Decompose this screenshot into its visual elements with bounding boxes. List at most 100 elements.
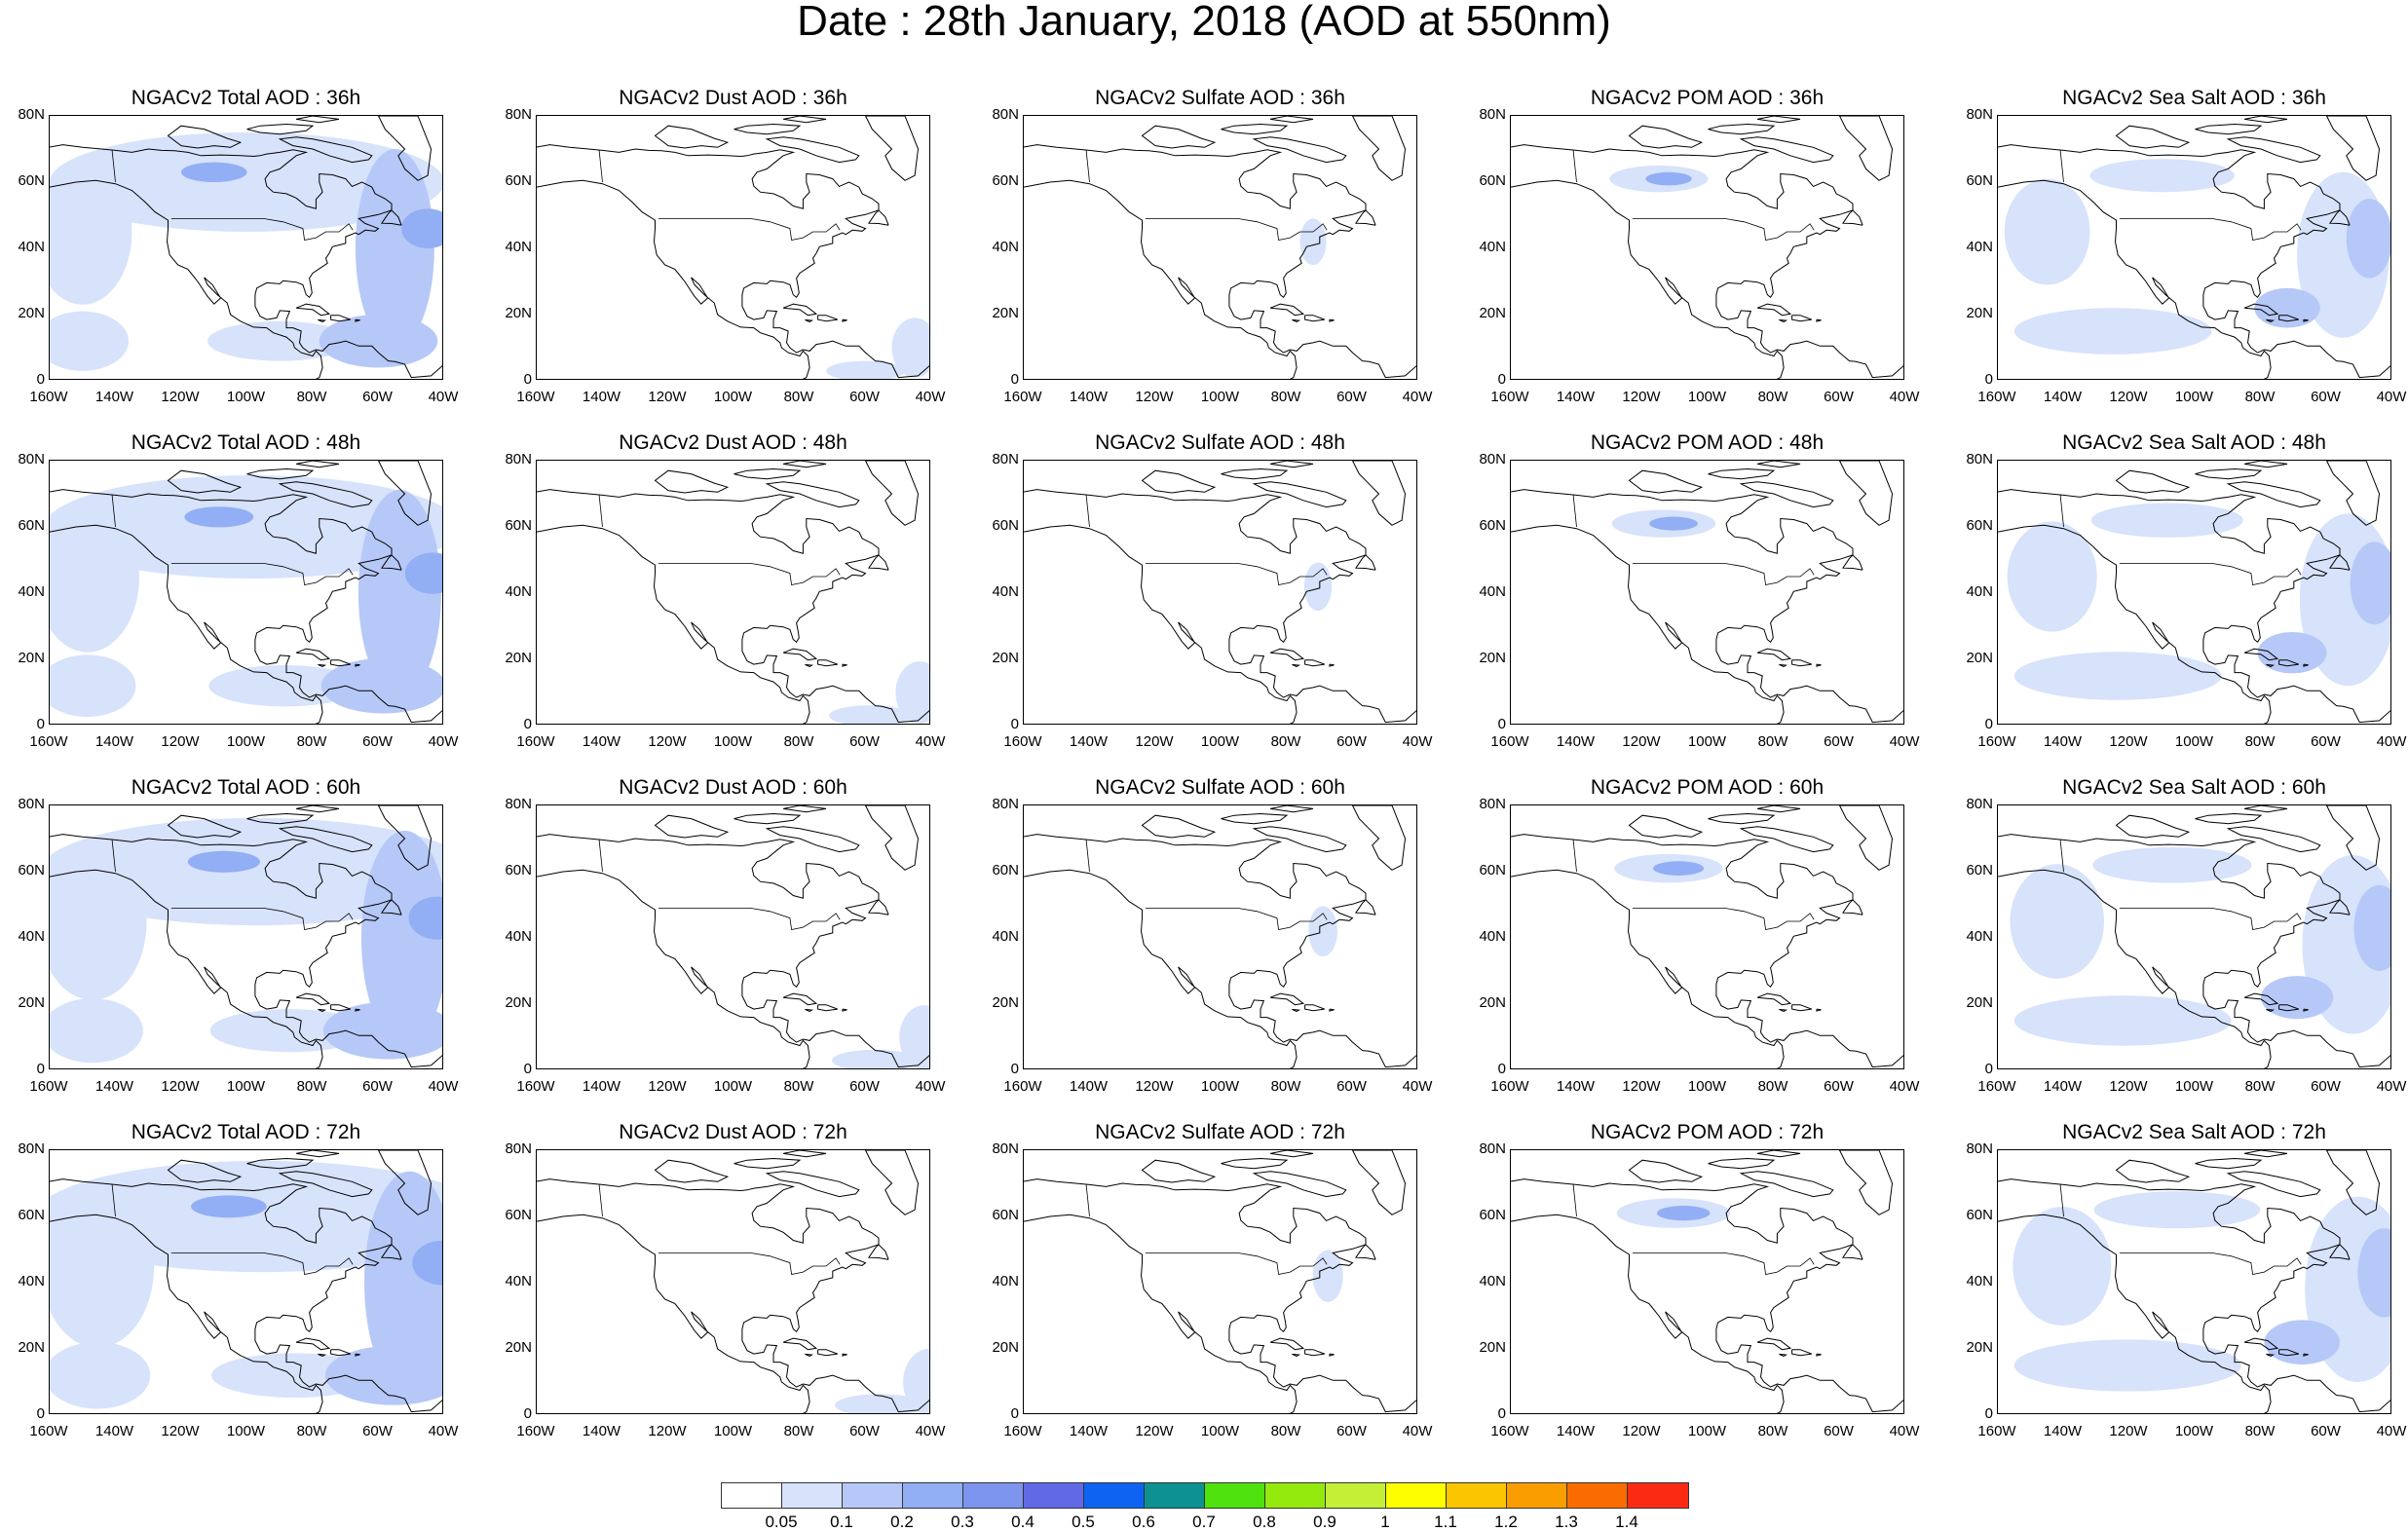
panel-title: NGACv2 Dust AOD : 72h [619, 1121, 847, 1143]
coastline [782, 992, 818, 1006]
aod-plume [1645, 171, 1692, 186]
map-panel-dust-48h: NGACv2 Dust AOD : 48h 80N 60N 40N 20N 0 160W 14… [505, 430, 972, 771]
coastline [2278, 659, 2299, 667]
y-tick-label: 0 [523, 716, 532, 732]
x-tick-label: 140W [1556, 1423, 1596, 1439]
coastline [2303, 663, 2309, 667]
colorbar-swatch [903, 1483, 963, 1508]
y-tick-label: 40N [1966, 1273, 1993, 1289]
coastline [318, 663, 327, 668]
coastline [377, 805, 433, 871]
aod-plume [2261, 976, 2334, 1020]
x-tick-label: 80W [1270, 1423, 1301, 1439]
aod-field [1998, 116, 2390, 379]
coastline [1739, 136, 1834, 164]
coastline [1791, 1004, 1812, 1012]
colorbar-label: 1.1 [1434, 1513, 1457, 1531]
coastline [1329, 663, 1335, 667]
coastline [2328, 554, 2351, 571]
coastline [1024, 869, 1298, 1068]
x-tick-label: 120W [1135, 733, 1174, 750]
colorbar-swatch [1265, 1483, 1326, 1508]
coastline [2195, 123, 2263, 135]
coastline [2243, 1337, 2279, 1351]
national-border [658, 1252, 841, 1275]
x-tick-label: 120W [161, 1423, 200, 1439]
x-tick-label: 120W [1622, 389, 1661, 405]
y-tick-label: 40N [18, 239, 45, 255]
coastline [2195, 812, 2263, 825]
coastline [2243, 648, 2279, 661]
aod-plume [50, 998, 143, 1064]
y-tick-label: 60N [18, 172, 45, 189]
aod-field [537, 461, 929, 724]
x-tick-label: 100W [226, 733, 266, 750]
coastline [1270, 1150, 1314, 1158]
y-tick-label: 0 [523, 1405, 532, 1422]
coastline [1141, 469, 1217, 494]
national-border [1145, 563, 1328, 585]
coastline [355, 1008, 360, 1012]
coastline [1351, 1150, 1407, 1215]
coastline [2244, 805, 2288, 813]
coastline [50, 489, 442, 724]
x-tick-label: 140W [582, 1078, 621, 1095]
aod-field [1511, 461, 1903, 724]
aod-plume [2004, 178, 2090, 285]
x-tick-label: 140W [582, 389, 621, 405]
y-tick-label: 80N [1966, 451, 1993, 467]
aod-plume [191, 1195, 267, 1218]
map-panel-pom-72h: NGACv2 POM AOD : 72h 80N 60N 40N 20N 0 160W 140… [1479, 1120, 1946, 1461]
aod-plume [2089, 159, 2235, 193]
map-plot [1510, 1149, 1904, 1414]
y-tick-label: 20N [1479, 1339, 1506, 1356]
coastline [765, 136, 860, 164]
aod-field [1024, 116, 1416, 379]
y-tick-label: 20N [18, 305, 45, 321]
panel-title: NGACv2 Total AOD : 48h [131, 431, 361, 454]
y-tick-label: 40N [18, 583, 45, 600]
coastline [2325, 1150, 2381, 1215]
map-plot [1023, 804, 1417, 1069]
national-border [2119, 563, 2302, 585]
coastline [1269, 648, 1305, 661]
x-tick-label: 40W [1402, 389, 1433, 405]
national-border [1632, 908, 1815, 930]
national-border [1572, 495, 1577, 528]
x-tick-label: 100W [1687, 733, 1727, 750]
coastline [1756, 992, 1792, 1006]
coastline [2226, 136, 2321, 164]
x-tick-label: 60W [2311, 1423, 2341, 1439]
x-tick-label: 80W [783, 1078, 814, 1095]
map-plot [1997, 1149, 2391, 1414]
y-tick-label: 60N [992, 1207, 1019, 1223]
y-tick-label: 60N [1479, 1207, 1506, 1223]
coastline [1024, 834, 1416, 1068]
panel-title: NGACv2 Sulfate AOD : 48h [1095, 431, 1345, 454]
aod-field [1998, 1150, 2390, 1413]
coastline [1756, 648, 1792, 661]
coastline [1329, 1008, 1335, 1012]
aod-plume [355, 149, 434, 348]
coastline [2244, 1150, 2288, 1158]
national-border [170, 218, 354, 241]
coastline [1024, 144, 1416, 379]
y-tick-label: 60N [992, 517, 1019, 534]
coastline [318, 1008, 327, 1013]
coastline [1292, 318, 1301, 323]
x-tick-label: 120W [648, 1078, 687, 1095]
panel-title: NGACv2 Total AOD : 72h [131, 1121, 361, 1143]
panel-title: NGACv2 Total AOD : 60h [131, 776, 361, 799]
national-border [2059, 495, 2064, 528]
coastline [2278, 1349, 2299, 1357]
colorbar-swatch [1326, 1483, 1386, 1508]
aod-field [1998, 461, 2390, 724]
coastline [1304, 1004, 1325, 1012]
national-border [170, 908, 354, 930]
y-tick-label: 20N [992, 994, 1019, 1011]
map-panel-total-60h: NGACv2 Total AOD : 60h 80N 60N 40N 20N 0 160W 1… [18, 775, 485, 1116]
coastline [842, 1353, 847, 1357]
x-tick-label: 120W [161, 1078, 200, 1095]
y-tick-label: 20N [1966, 1339, 1993, 1356]
x-tick-label: 40W [1889, 389, 1920, 405]
